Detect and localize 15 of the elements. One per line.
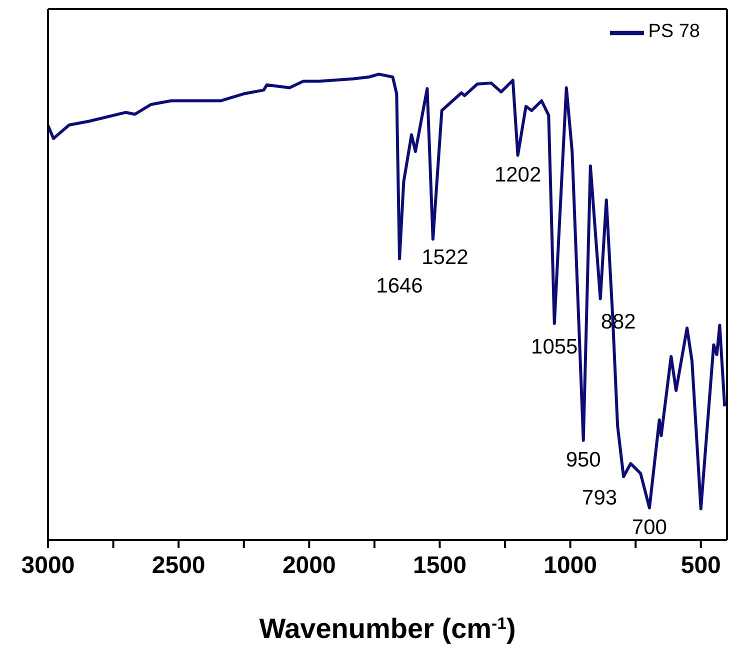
annotation: 950 — [566, 448, 601, 472]
annotation: 1522 — [422, 246, 468, 270]
annotation: 1646 — [376, 274, 423, 298]
x-tick-label: 500 — [680, 552, 721, 580]
annotation: 700 — [632, 516, 667, 539]
annotation: 1202 — [494, 163, 542, 186]
annotation: 793 — [582, 486, 618, 510]
x-tick-label: 2000 — [282, 552, 336, 580]
x-axis-title: Wavenumber (cm$^{-1}$) — [259, 613, 516, 644]
x-tick-label: 1500 — [413, 552, 466, 580]
x-tick-label: 1000 — [544, 552, 598, 580]
annotation: 1055 — [531, 335, 578, 358]
x-tick-label: 3000 — [21, 552, 75, 580]
legend-label: PS 78 — [648, 21, 700, 42]
x-tick-label: 2500 — [152, 552, 206, 580]
